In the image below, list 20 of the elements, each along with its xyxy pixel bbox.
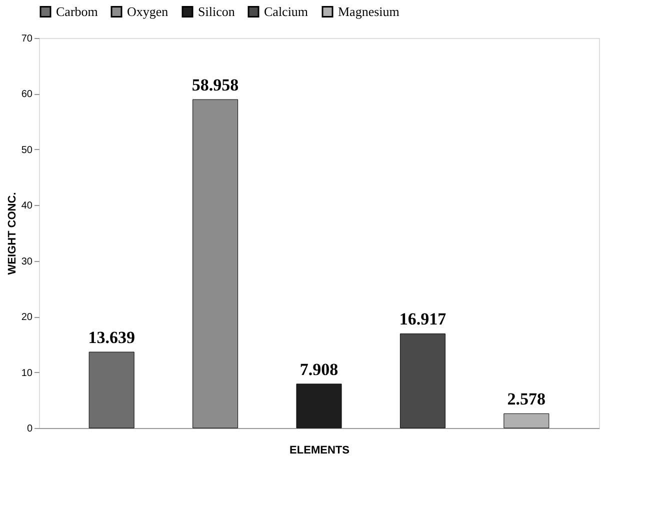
y-tick-label: 60 [21,89,33,100]
legend-label: Silicon [198,4,236,19]
legend-label: Calcium [264,4,308,19]
y-tick-label: 20 [21,312,33,324]
legend-label: Magnesium [338,4,400,19]
legend-label: Oxygen [127,4,169,19]
data-label: 58.958 [192,76,239,95]
x-axis-title: ELEMENTS [290,444,350,456]
y-tick-label: 40 [21,200,33,212]
y-axis-title: WEIGHT CONC. [6,192,18,275]
legend-label: Carbom [56,4,98,19]
y-tick-label: 50 [21,144,33,156]
data-label: 2.578 [507,390,546,409]
y-tick-label: 10 [21,368,33,379]
data-label: 7.908 [300,360,338,379]
y-tick-label: 0 [26,424,33,434]
y-tick-label: 70 [21,34,33,44]
data-label: 13.639 [88,328,135,348]
data-label: 16.917 [399,310,447,329]
y-tick-label: 30 [21,256,33,268]
